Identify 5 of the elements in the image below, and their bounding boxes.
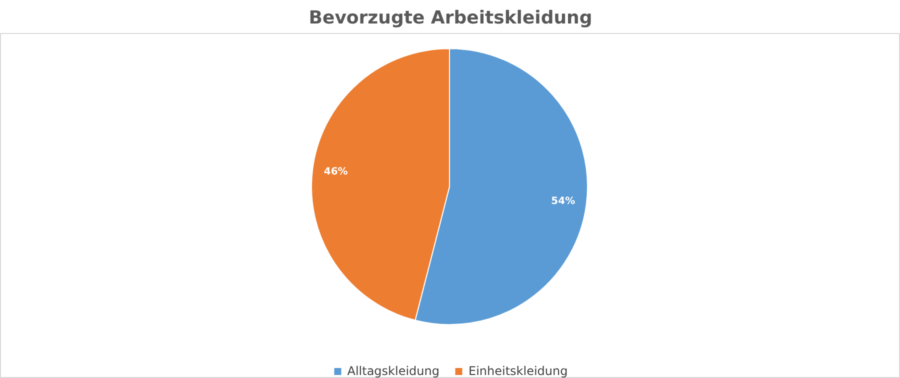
legend-label: Alltagskleidung [347, 364, 440, 378]
chart-title: Bevorzugte Arbeitskleidung [308, 8, 592, 28]
data-label: 46% [324, 166, 348, 178]
legend-label: Einheitskleidung [468, 364, 568, 378]
data-label: 54% [551, 196, 576, 207]
